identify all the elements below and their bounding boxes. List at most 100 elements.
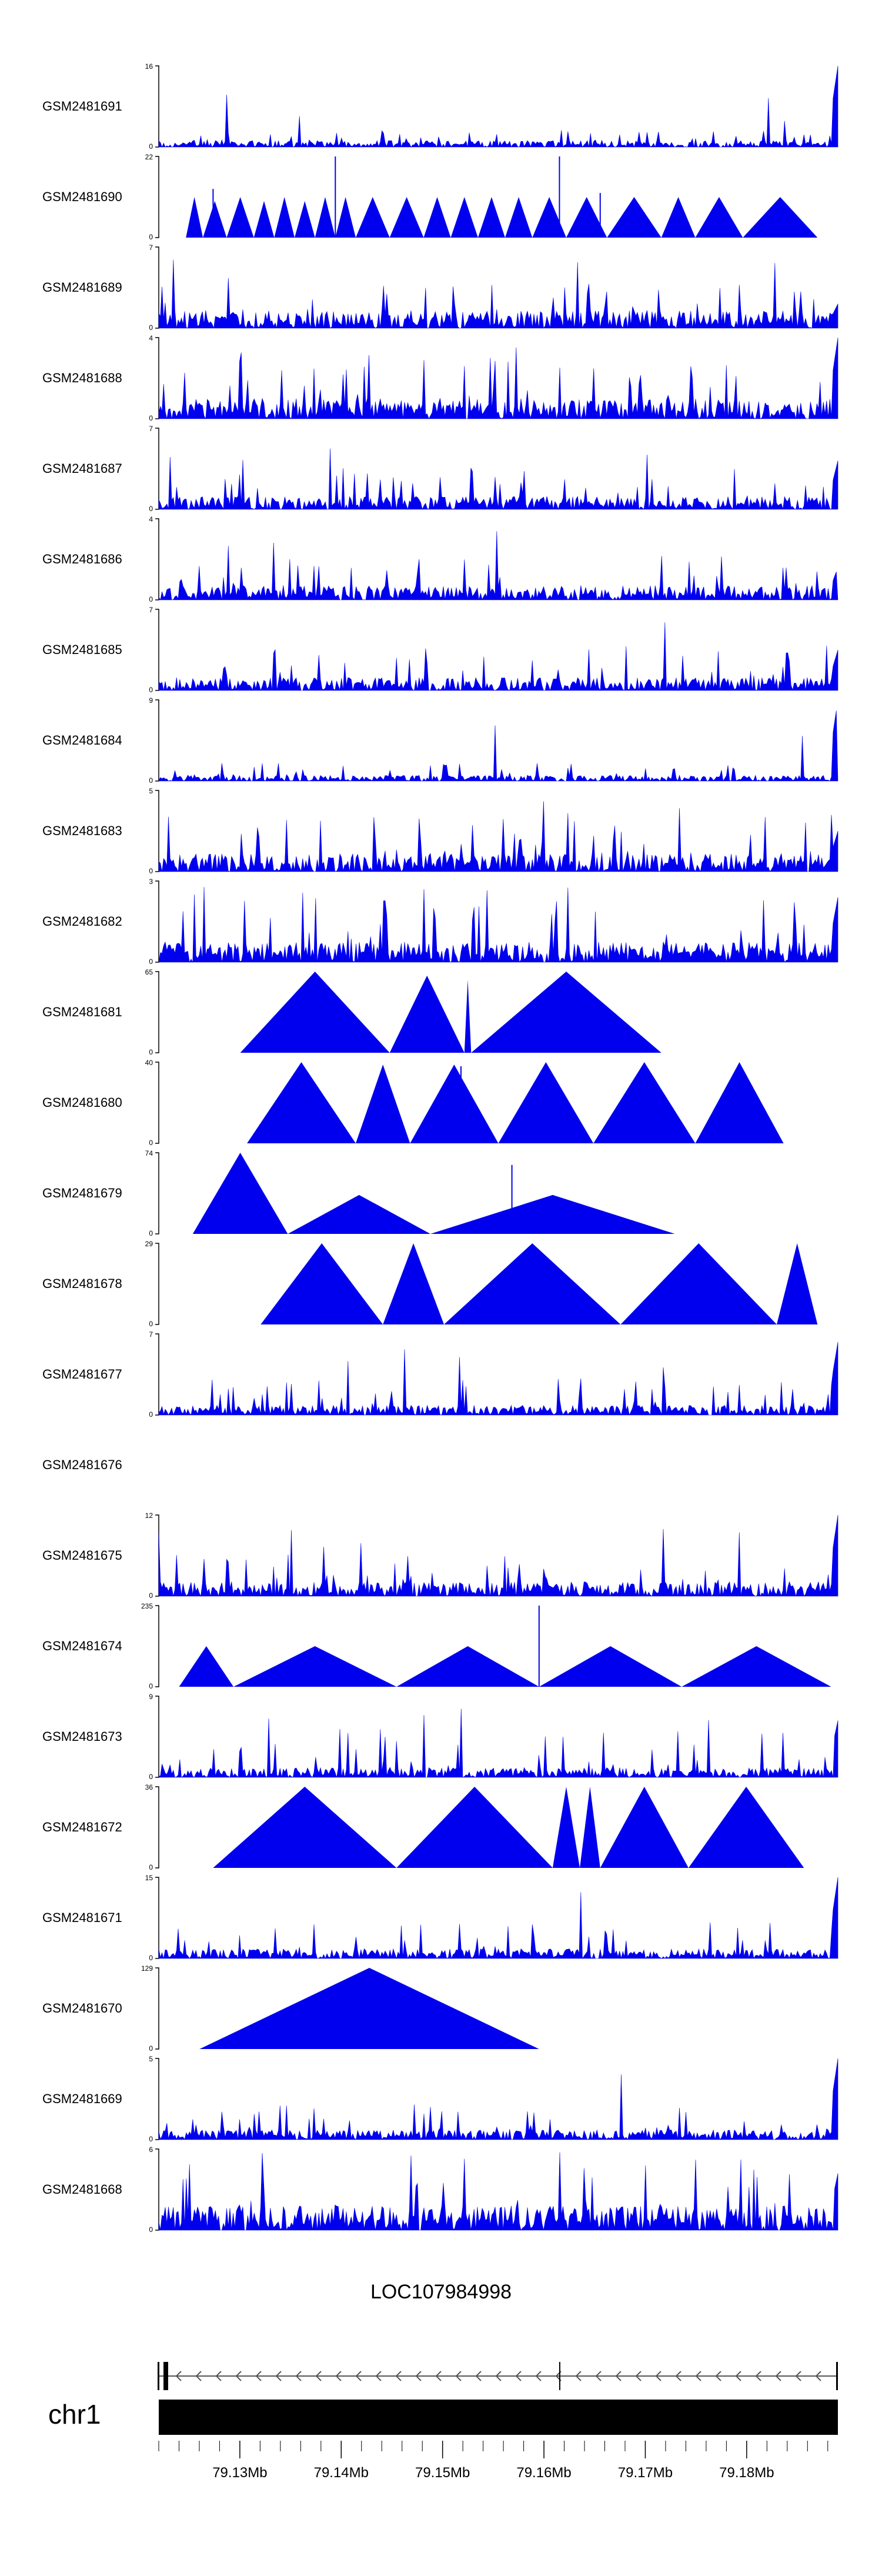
y-max-label: 36 (145, 1783, 153, 1791)
y-axis (155, 1605, 159, 1687)
strand-arrow (475, 2371, 482, 2381)
strand-arrow (495, 2371, 502, 2381)
strand-arrow (235, 2371, 242, 2381)
track-GSM2481670 (155, 1967, 539, 2050)
chromosome-ideogram (159, 2400, 838, 2435)
coverage-peak (356, 1065, 410, 1143)
y-max-label: 5 (149, 2055, 153, 2063)
tick-label: 79.13Mb (212, 2465, 267, 2481)
coverage-area (158, 337, 838, 420)
track-GSM2481678 (155, 1243, 818, 1325)
y-axis (155, 699, 159, 782)
track-GSM2481691 (155, 65, 838, 148)
strand-arrow (575, 2371, 582, 2381)
y-max-label: 7 (149, 243, 153, 252)
strand-arrow (795, 2371, 801, 2381)
coverage-peak (661, 197, 696, 238)
coverage-peak (532, 197, 566, 238)
coverage-peak (186, 197, 203, 238)
y-axis (155, 1062, 159, 1144)
coverage-area (158, 2058, 838, 2140)
track-GSM2481689 (155, 246, 838, 329)
strand-arrow (435, 2371, 442, 2381)
track-GSM2481688 (155, 337, 838, 420)
coverage-peak (681, 1646, 831, 1687)
coverage-area (158, 801, 838, 872)
track-GSM2481681 (155, 971, 662, 1053)
coverage-area (158, 710, 838, 782)
strand-arrow (395, 2371, 402, 2381)
coverage-peak (450, 197, 478, 238)
y-min-label: 0 (149, 2135, 153, 2143)
track-label: GSM2481689 (42, 280, 122, 295)
y-min-label: 0 (149, 1229, 153, 1237)
strand-arrow (655, 2371, 662, 2381)
coverage-area (158, 1514, 838, 1597)
track-GSM2481687 (155, 428, 838, 510)
y-axis (155, 971, 159, 1053)
strand-arrow (515, 2371, 522, 2381)
coverage-peak (444, 1243, 621, 1324)
coverage-peak (777, 1243, 818, 1324)
track-label: GSM2481688 (42, 371, 122, 385)
coverage-peak (743, 197, 818, 238)
coverage-peak (695, 197, 743, 238)
y-min-label: 0 (149, 1320, 153, 1328)
coverage-peak (203, 201, 227, 238)
coverage-peak (620, 1243, 777, 1324)
y-min-label: 0 (149, 1863, 153, 1871)
track-label: GSM2481672 (42, 1820, 122, 1834)
y-max-label: 65 (145, 968, 153, 976)
track-GSM2481671 (155, 1877, 838, 1960)
y-max-label: 9 (149, 1693, 153, 1701)
track-label: GSM2481670 (42, 2001, 122, 2016)
y-min-label: 0 (149, 142, 153, 151)
coverage-peak (396, 1646, 539, 1687)
track-GSM2481686 (155, 518, 838, 601)
coverage-peak (580, 1787, 600, 1868)
coverage-tracks-svg (155, 65, 838, 2231)
track-GSM2481679 (155, 1152, 675, 1234)
coverage-peak (383, 1243, 445, 1324)
y-axis (155, 2058, 159, 2140)
tick-label: 79.18Mb (719, 2465, 774, 2481)
chromosome-label: chr1 (48, 2399, 101, 2430)
coverage-area (158, 1342, 838, 1416)
strand-arrow (295, 2371, 302, 2381)
track-label: GSM2481679 (42, 1186, 122, 1200)
y-max-label: 129 (141, 1964, 153, 1973)
coverage-peak (423, 197, 451, 238)
tick-label: 79.15Mb (415, 2465, 470, 2481)
strand-arrow (675, 2371, 681, 2381)
strand-arrow (615, 2371, 622, 2381)
y-axis (155, 428, 159, 510)
coverage-peak (315, 197, 336, 238)
strand-arrow (815, 2371, 821, 2381)
y-axis (155, 65, 159, 148)
y-axis (155, 246, 159, 329)
track-label: GSM2481681 (42, 1005, 122, 1019)
coverage-peak (471, 972, 662, 1053)
coverage-peak (389, 197, 424, 238)
track-GSM2481680 (155, 1062, 784, 1144)
coverage-area (158, 1877, 838, 1960)
coverage-peak (260, 1243, 383, 1324)
track-label: GSM2481684 (42, 733, 122, 748)
coverage-peak (179, 1646, 234, 1687)
y-min-label: 0 (149, 1410, 153, 1419)
y-min-label: 0 (149, 1954, 153, 1962)
y-min-label: 0 (149, 233, 153, 241)
y-max-label: 40 (145, 1059, 153, 1067)
strand-arrow (415, 2371, 422, 2381)
track-GSM2481690 (155, 156, 818, 238)
y-max-label: 4 (149, 334, 153, 342)
y-axis (155, 880, 159, 963)
strand-arrow (715, 2371, 721, 2381)
coverage-peak (389, 975, 465, 1053)
coverage-peak (356, 197, 390, 238)
exon-block (836, 2362, 838, 2390)
y-max-label: 22 (145, 153, 153, 161)
y-min-label: 0 (149, 1048, 153, 1056)
y-axis (155, 609, 159, 691)
strand-arrow (775, 2371, 781, 2381)
